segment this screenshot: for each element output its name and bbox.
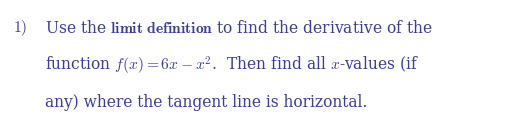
Text: function $f(x) = 6x - x^2$.  Then find all $x$-values (if: function $f(x) = 6x - x^2$. Then find al… bbox=[45, 54, 419, 77]
Text: any) where the tangent line is horizontal.: any) where the tangent line is horizonta… bbox=[45, 94, 368, 111]
Text: Use the $\mathbf{limit\ definition}$ to find the derivative of the: Use the $\mathbf{limit\ definition}$ to … bbox=[45, 20, 433, 37]
Text: $\mathbf{1)}$: $\mathbf{1)}$ bbox=[13, 19, 27, 38]
